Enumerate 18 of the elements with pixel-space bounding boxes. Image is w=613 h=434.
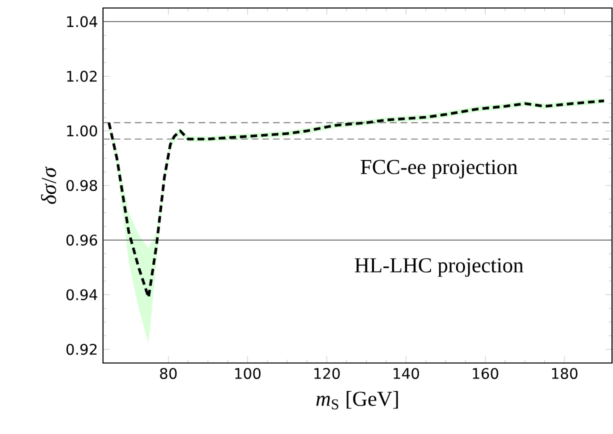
y-tick-label: 1.00 [67, 125, 98, 136]
x-tick-label: 180 [552, 368, 578, 380]
y-tick-label: 0.98 [66, 180, 98, 192]
y-tick-label: 0.94 [66, 289, 98, 300]
y-tick-label: 1.02 [67, 70, 97, 82]
annotation: HL-LHC projection [354, 258, 524, 277]
x-tick-label: 140 [394, 368, 419, 380]
annotation: FCC-ee projection [360, 160, 518, 178]
x-axis-title: m$_{S}$ [GeV] [316, 391, 398, 410]
x-tick-label: 120 [314, 368, 340, 380]
x-tick-label: 160 [472, 368, 498, 380]
y-axis-title: δσ/σ [41, 166, 56, 204]
x-tick-label: 100 [235, 368, 261, 380]
line-series [108, 100, 606, 299]
x-tick-label: 80 [160, 368, 177, 380]
y-tick-label: 0.92 [66, 344, 97, 355]
y-tick-label: 0.96 [66, 234, 98, 246]
y-tick-label: 1.04 [67, 16, 98, 28]
